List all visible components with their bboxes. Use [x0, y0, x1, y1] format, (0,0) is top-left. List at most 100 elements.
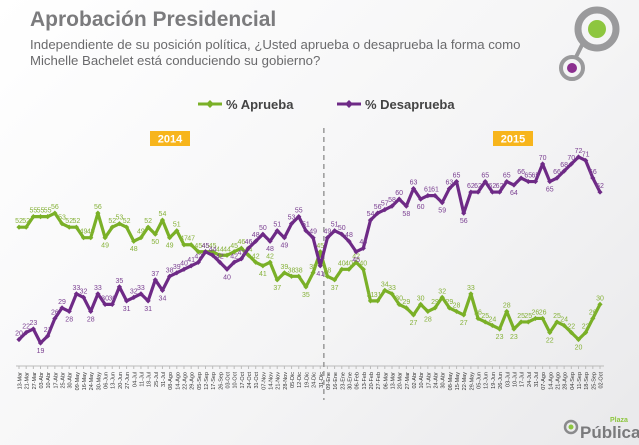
- x-tick-label: 10-Abr: [419, 372, 425, 389]
- point-desaprueba: [575, 154, 582, 160]
- point-aprueba: [324, 273, 331, 279]
- point-desaprueba: [288, 221, 295, 227]
- point-aprueba: [296, 273, 302, 279]
- point-aprueba: [346, 266, 352, 272]
- point-desaprueba: [540, 161, 546, 167]
- data-label-aprueba: 27: [460, 320, 468, 327]
- data-label-desaprueba: 26: [51, 309, 59, 316]
- point-desaprueba: [274, 228, 280, 234]
- data-label-desaprueba: 40: [223, 274, 231, 281]
- point-desaprueba: [468, 189, 474, 195]
- point-aprueba: [547, 329, 553, 336]
- point-desaprueba: [482, 178, 488, 185]
- point-desaprueba: [52, 315, 58, 322]
- data-label-aprueba: 20: [575, 345, 583, 352]
- x-tick-label: 11-Sep: [577, 372, 583, 389]
- x-tick-label: 17-Oct: [240, 372, 246, 389]
- point-desaprueba: [66, 308, 72, 315]
- x-tick-label: 27-Mar: [405, 372, 411, 390]
- data-label-aprueba: 55: [29, 208, 37, 215]
- point-aprueba: [217, 252, 223, 258]
- data-label-aprueba: 33: [467, 285, 475, 292]
- point-desaprueba: [174, 270, 180, 276]
- point-desaprueba: [317, 263, 323, 269]
- point-aprueba: [360, 266, 366, 272]
- point-desaprueba: [238, 256, 244, 262]
- data-label-desaprueba: 51: [273, 222, 281, 229]
- data-label-desaprueba: 44: [209, 246, 217, 253]
- x-tick-label: 08-Ago: [168, 372, 174, 390]
- data-label-desaprueba: 42: [230, 253, 238, 260]
- data-label-desaprueba: 34: [159, 295, 167, 302]
- point-aprueba: [525, 319, 531, 325]
- x-tick-label: 06-Feb: [355, 372, 361, 389]
- data-label-aprueba: 22: [546, 337, 554, 344]
- data-label-aprueba: 52: [123, 218, 131, 225]
- data-label-desaprueba: 49: [309, 229, 317, 236]
- data-label-desaprueba: 23: [29, 320, 37, 327]
- point-desaprueba: [453, 178, 460, 185]
- x-tick-label: 24-May: [89, 372, 95, 391]
- point-desaprueba: [367, 217, 374, 223]
- data-label-desaprueba: 43: [237, 250, 245, 257]
- point-aprueba: [597, 301, 603, 307]
- point-aprueba: [382, 287, 388, 293]
- point-desaprueba: [532, 178, 539, 185]
- point-aprueba: [145, 224, 151, 230]
- data-label-desaprueba: 61: [424, 187, 432, 194]
- x-tick-label: 29-May: [469, 372, 475, 391]
- x-tick-label: 04-Jul: [132, 372, 138, 387]
- point-aprueba: [66, 224, 72, 230]
- data-label-aprueba: 46: [237, 239, 245, 246]
- x-tick-label: 21-Nov: [276, 372, 282, 390]
- x-tick-label: 05-Jun: [477, 372, 483, 389]
- data-label-desaprueba: 60: [395, 190, 403, 197]
- data-label-aprueba: 25: [481, 313, 489, 320]
- data-label-aprueba: 37: [331, 285, 339, 292]
- point-aprueba: [245, 252, 252, 258]
- data-label-desaprueba: 39: [173, 264, 181, 271]
- point-desaprueba: [73, 291, 79, 297]
- data-label-aprueba: 33: [388, 285, 396, 292]
- data-label-aprueba: 42: [352, 253, 360, 260]
- point-desaprueba: [45, 333, 51, 339]
- data-label-aprueba: 29: [431, 299, 439, 306]
- data-label-desaprueba: 38: [166, 267, 174, 274]
- x-tick-label: 15-May: [455, 372, 461, 391]
- data-label-desaprueba: 70: [539, 155, 547, 162]
- x-tick-label: 03-Oct: [226, 372, 232, 389]
- point-aprueba: [511, 326, 517, 332]
- x-tick-label: 02-Oct: [599, 372, 605, 389]
- point-desaprueba: [597, 189, 603, 195]
- point-desaprueba: [496, 189, 503, 195]
- data-label-desaprueba: 65: [524, 173, 532, 180]
- x-tick-label: 28-Nov: [283, 372, 289, 390]
- data-label-desaprueba: 62: [596, 183, 604, 190]
- point-desaprueba: [231, 259, 237, 265]
- data-label-aprueba: 35: [302, 292, 310, 299]
- x-tick-label: 18-Sep: [584, 372, 590, 390]
- point-aprueba: [389, 291, 395, 297]
- point-aprueba: [59, 221, 65, 227]
- point-desaprueba: [353, 249, 359, 255]
- data-label-desaprueba: 65: [503, 173, 511, 180]
- point-desaprueba: [511, 182, 517, 188]
- x-tick-label: 30-May: [96, 372, 102, 391]
- data-label-desaprueba: 62: [474, 183, 482, 190]
- x-tick-label: 06-Jun: [104, 372, 110, 389]
- data-label-desaprueba: 66: [517, 169, 525, 176]
- data-label-desaprueba: 70: [567, 155, 575, 162]
- point-aprueba: [159, 217, 166, 223]
- point-desaprueba: [590, 175, 596, 181]
- data-label-aprueba: 52: [65, 218, 73, 225]
- point-desaprueba: [188, 263, 194, 269]
- point-aprueba: [575, 336, 582, 343]
- year-badge-2014: 2014: [150, 131, 190, 146]
- x-tick-label: 25-Sep: [591, 372, 597, 390]
- data-label-desaprueba: 56: [460, 218, 468, 225]
- point-aprueba: [116, 221, 123, 227]
- point-aprueba: [109, 224, 115, 230]
- point-aprueba: [475, 315, 481, 322]
- point-aprueba: [16, 224, 22, 230]
